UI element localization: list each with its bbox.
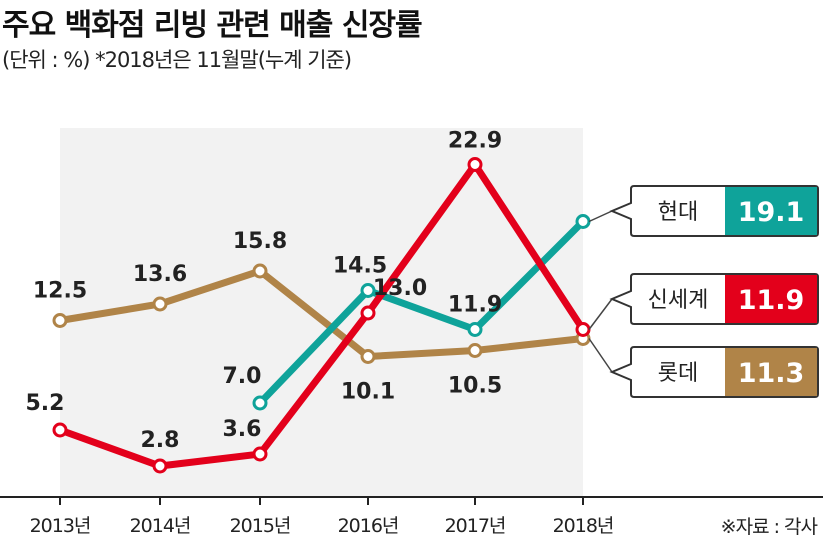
series-line [257, 219, 586, 406]
legend-name: 현대 [658, 200, 698, 225]
series-신세계: 5.2 2.8 3.6 13.0 22.9 [26, 129, 591, 474]
chart-title: 주요 백화점 리빙 관련 매출 신장률 [2, 8, 423, 43]
data-point [575, 214, 591, 229]
x-tick-label: 2014년 [130, 515, 191, 537]
data-label: 10.5 [448, 374, 502, 399]
data-label: 11.9 [448, 293, 502, 318]
legend-name: 신세계 [648, 288, 709, 313]
data-point [467, 322, 483, 337]
data-label: 2.8 [141, 428, 180, 453]
data-point [252, 395, 268, 411]
legend-신세계: 신세계 11.9 [588, 273, 819, 330]
legend-value-box [725, 275, 817, 323]
legend-leader [588, 210, 613, 223]
series-line [59, 267, 584, 361]
data-point [360, 283, 376, 298]
data-point [575, 322, 591, 337]
data-label: 7.0 [223, 364, 262, 389]
data-point [152, 458, 168, 474]
series-현대: 7.0 14.5 11.9 [223, 214, 591, 411]
data-label: 10.1 [341, 380, 395, 405]
legend-name: 롯데 [658, 361, 698, 386]
data-label: 22.9 [448, 129, 502, 154]
legend-롯데: 롯데 11.3 [588, 338, 819, 398]
legend-leader [588, 298, 613, 330]
legend-leader [588, 338, 613, 373]
legend-value: 11.9 [738, 285, 805, 316]
data-point [252, 263, 268, 279]
data-label: 13.6 [133, 262, 187, 287]
x-tick-label: 2018년 [553, 515, 614, 537]
data-label: 12.5 [33, 279, 87, 304]
legend-value: 11.3 [738, 358, 805, 389]
x-tick-label: 2013년 [30, 515, 91, 537]
data-label: 13.0 [373, 276, 427, 301]
data-point [152, 296, 168, 312]
data-label: 14.5 [333, 254, 387, 279]
data-point [467, 157, 483, 172]
legend-value-box [725, 187, 817, 235]
series-line [58, 158, 586, 470]
data-point [360, 305, 376, 321]
source-note: ※자료 : 각사 [720, 516, 818, 538]
data-point [360, 349, 376, 364]
x-tick-label: 2015년 [230, 515, 291, 537]
legend-현대: 현대 19.1 [588, 185, 819, 237]
x-tick-label: 2017년 [445, 515, 506, 537]
data-point [52, 313, 68, 328]
plot-background [60, 128, 583, 497]
data-point [252, 446, 268, 462]
series-롯데: 12.5 13.6 15.8 10.1 10.5 [33, 229, 591, 405]
x-tick-label: 2016년 [338, 515, 399, 537]
chart-subtitle: (단위 : %) *2018년은 11월말(누계 기준) [2, 48, 352, 72]
data-point [467, 343, 483, 358]
legend-value: 19.1 [738, 197, 805, 228]
data-point [52, 422, 68, 438]
data-label: 15.8 [233, 229, 287, 254]
legend-value-box [725, 348, 817, 396]
data-label: 3.6 [223, 417, 262, 442]
data-label: 5.2 [26, 391, 65, 416]
